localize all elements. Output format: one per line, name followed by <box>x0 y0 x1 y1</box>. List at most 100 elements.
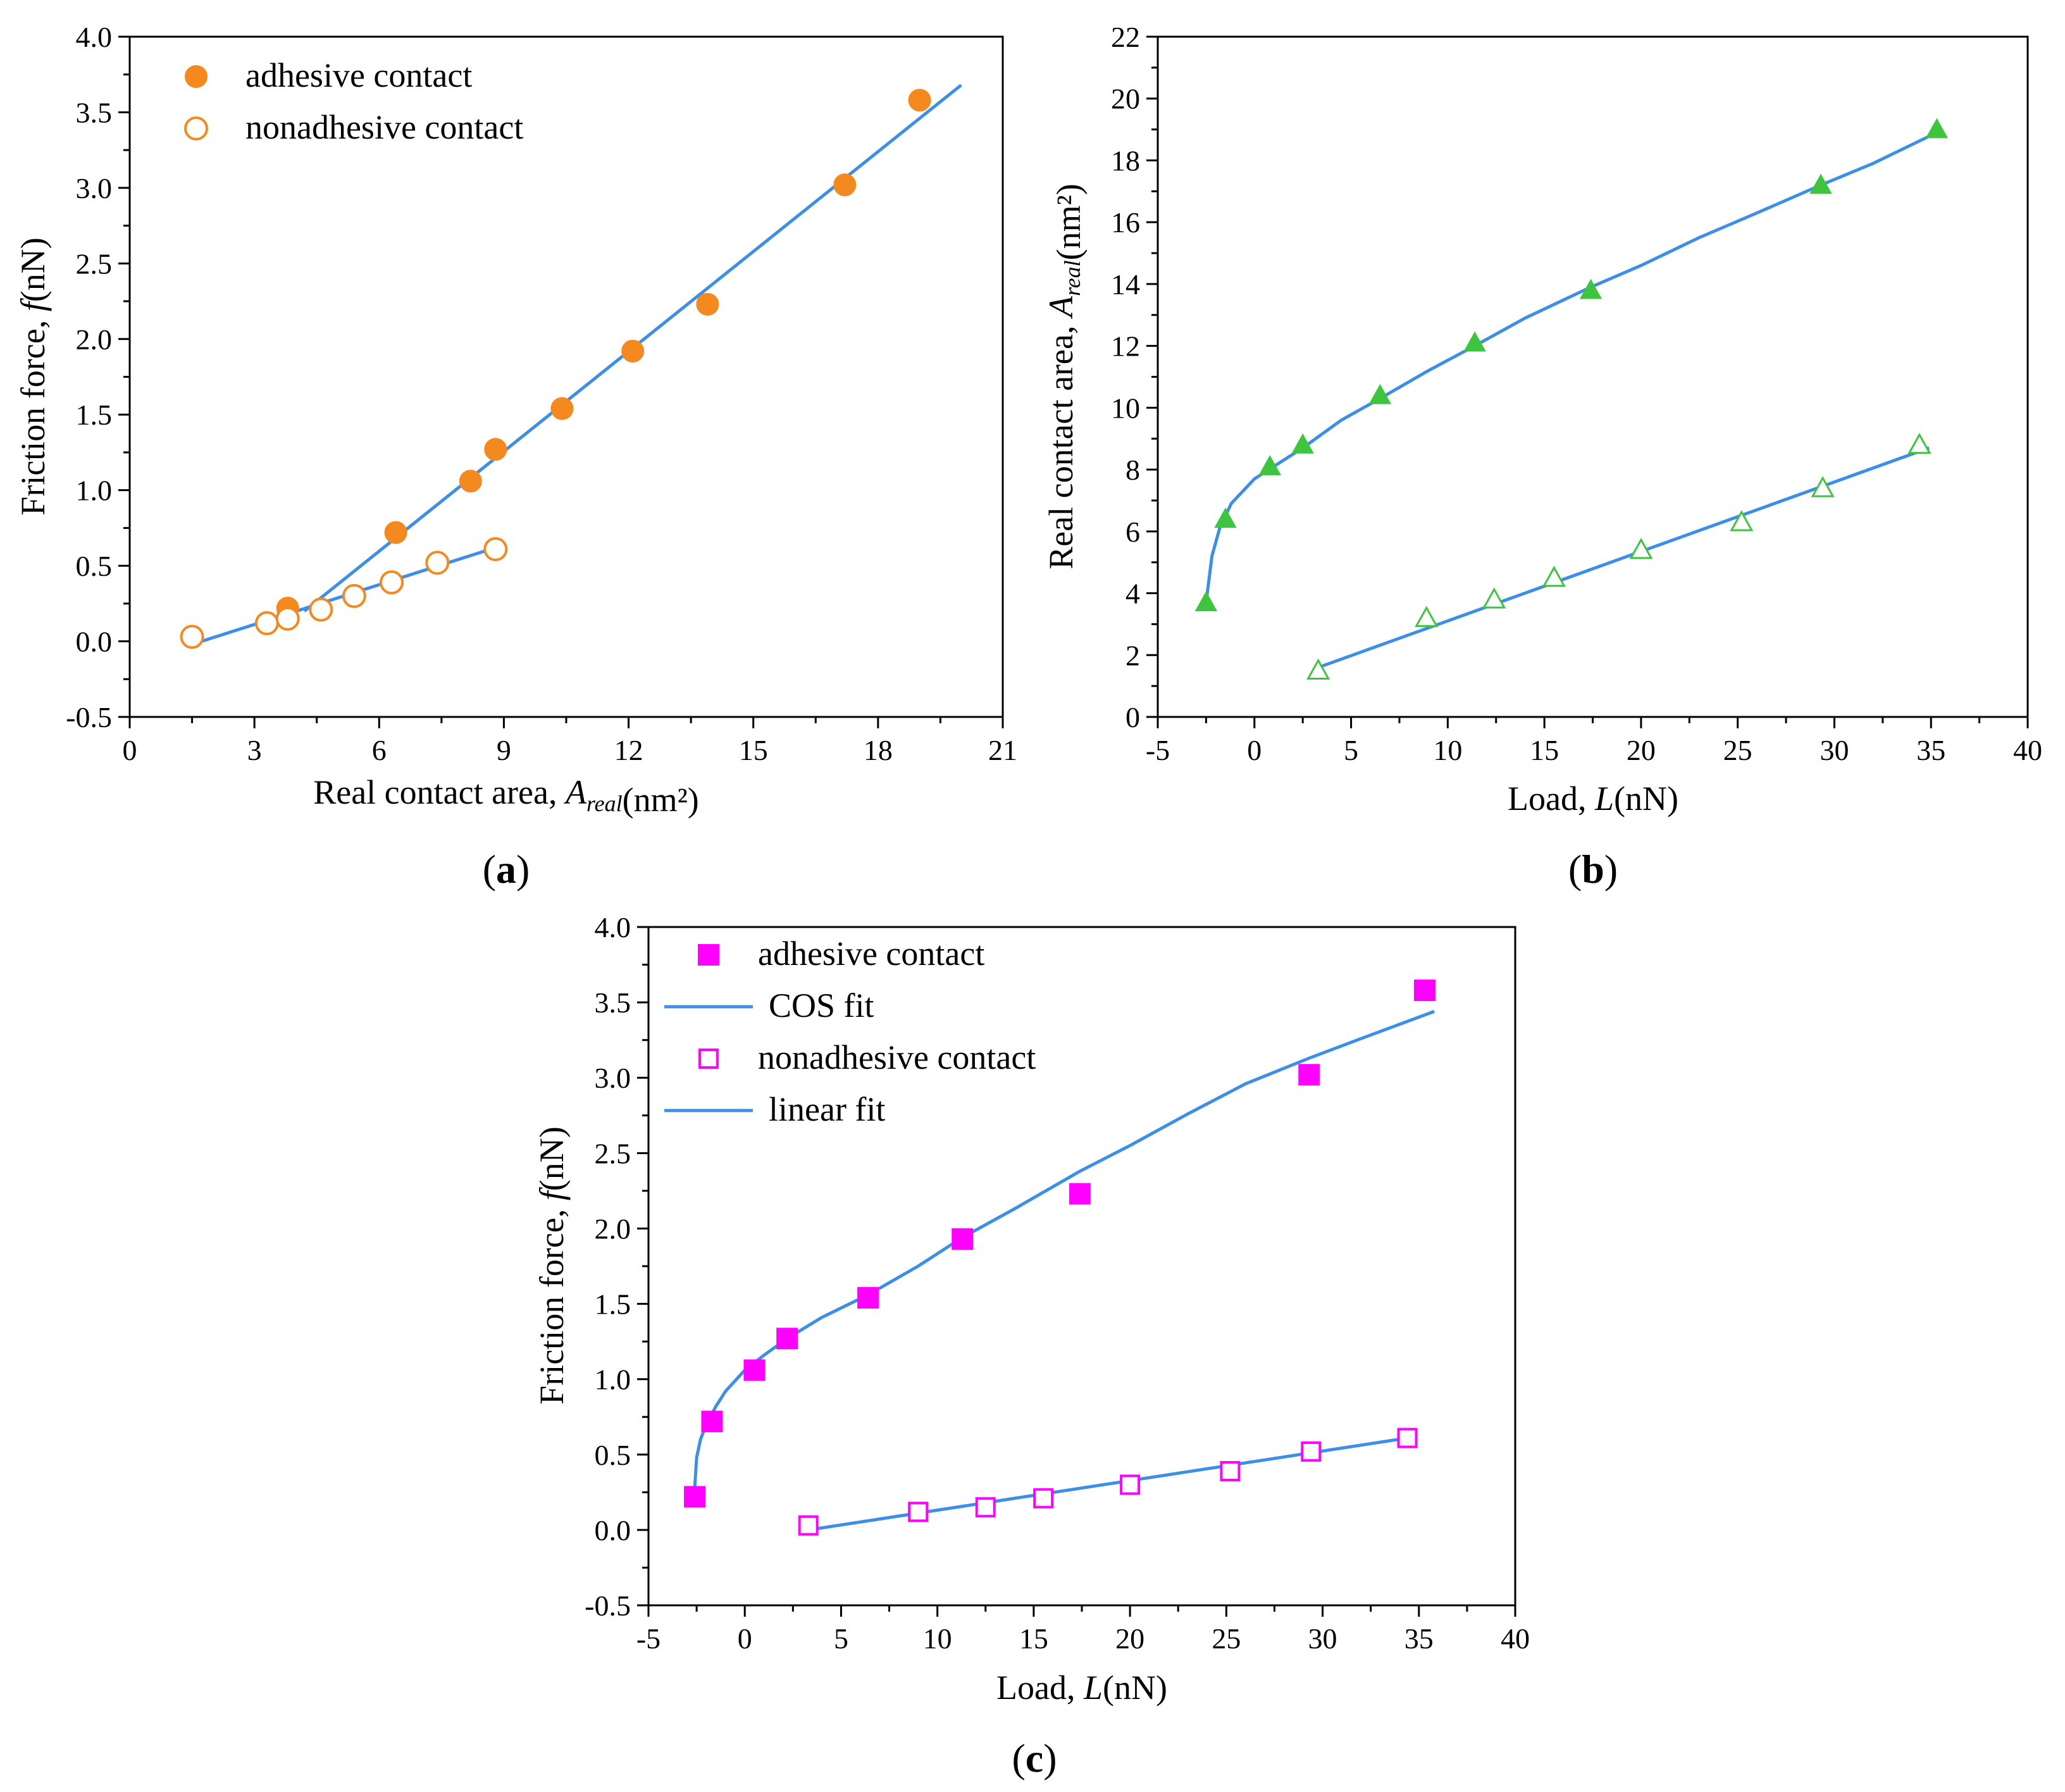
y-tick-label: 4.0 <box>595 911 631 943</box>
x-tick-label: 20 <box>1115 1622 1144 1655</box>
x-tick-label: 3 <box>247 734 262 766</box>
data-point <box>380 570 404 595</box>
data-point <box>952 1228 974 1250</box>
panel-c: -5 0 5 10 15 20 25 30 35 40 -0.5 0.0 0.5 1.0 1.5 2.0 2.5… <box>533 911 1530 1781</box>
x-tick-label: 6 <box>372 734 387 766</box>
data-point <box>1482 587 1506 609</box>
data-point <box>908 1502 929 1522</box>
data-point <box>776 1328 798 1350</box>
x-tick-label: 35 <box>1405 1622 1434 1655</box>
data-point <box>1220 1460 1241 1481</box>
x-tick-label: 5 <box>1344 734 1358 766</box>
fit-line <box>693 1010 1435 1488</box>
y-axis-title: Real contact area, Areal(nm²) <box>1042 184 1088 569</box>
data-point <box>1258 455 1281 476</box>
legend-label: COS fit <box>769 986 874 1024</box>
data-point <box>275 606 300 631</box>
x-tick-label: 40 <box>2013 734 2042 766</box>
x-tick-label: 21 <box>988 734 1017 766</box>
data-point <box>484 438 507 461</box>
data-point <box>342 583 366 608</box>
y-tick-label: 0.0 <box>76 626 113 658</box>
y-tick-label: 2.0 <box>76 323 113 356</box>
data-point <box>1306 658 1330 680</box>
data-point <box>254 611 279 635</box>
panel-b: -5 0 5 10 15 20 25 30 35 400246810121416182022Loa… <box>1042 21 2042 892</box>
y-tick-label: 6 <box>1126 516 1140 548</box>
y-tick-label: 1.0 <box>595 1364 631 1396</box>
data-point <box>1291 433 1314 454</box>
x-tick-label: 12 <box>614 734 643 766</box>
x-tick-label: -5 <box>1146 734 1170 766</box>
y-tick-label: 1.0 <box>76 475 113 507</box>
y-tick-label: -0.5 <box>585 1590 631 1622</box>
x-tick-label: 30 <box>1308 1622 1337 1655</box>
y-tick-label: 3.5 <box>76 96 113 128</box>
y-tick-label: 3.0 <box>595 1062 631 1094</box>
data-point <box>309 597 333 622</box>
data-point <box>1730 510 1754 532</box>
data-point <box>1811 476 1835 497</box>
data-point <box>1214 507 1237 528</box>
x-tick-label: 15 <box>739 734 768 766</box>
data-point <box>459 470 482 493</box>
data-point <box>1298 1064 1320 1086</box>
x-tick-label: 25 <box>1212 1622 1241 1655</box>
x-tick-label: 0 <box>1247 734 1262 766</box>
data-point <box>1809 173 1832 194</box>
y-tick-label: 18 <box>1111 144 1140 177</box>
legend-marker <box>185 65 208 88</box>
data-point <box>743 1359 766 1381</box>
data-point <box>798 1515 819 1536</box>
y-tick-label: 16 <box>1111 206 1140 239</box>
legend-label: adhesive contact <box>245 56 472 94</box>
y-tick-label: 10 <box>1111 392 1140 424</box>
plot-frame <box>1157 35 2029 718</box>
data-point <box>1301 1441 1322 1462</box>
data-point <box>1579 278 1603 299</box>
panel-label: (b) <box>1568 847 1618 892</box>
y-tick-label: 2.5 <box>76 247 113 280</box>
data-point <box>1194 591 1218 612</box>
y-tick-label: 8 <box>1126 454 1140 486</box>
y-tick-label: 20 <box>1111 83 1140 115</box>
x-tick-label: 20 <box>1627 734 1656 766</box>
y-tick-label: 1.5 <box>595 1288 631 1321</box>
data-point <box>684 1486 706 1508</box>
data-point <box>1925 118 1949 139</box>
x-tick-label: -5 <box>636 1622 660 1655</box>
y-tick-label: 2.5 <box>595 1137 631 1169</box>
data-point <box>1542 566 1566 587</box>
fit-line <box>1317 446 1930 669</box>
data-point <box>483 537 508 561</box>
x-tick-label: 25 <box>1723 734 1752 766</box>
data-point <box>621 339 645 363</box>
y-tick-label: 3.5 <box>595 986 631 1019</box>
data-point <box>384 521 407 544</box>
legend-label: nonadhesive contact <box>758 1038 1036 1076</box>
x-tick-label: 30 <box>1820 734 1849 766</box>
y-tick-label: 1.5 <box>76 399 113 431</box>
fit-line <box>1204 131 1938 603</box>
data-point <box>550 397 574 420</box>
data-point <box>857 1287 879 1309</box>
data-point <box>833 173 857 197</box>
data-point <box>1069 1183 1091 1205</box>
y-tick-label: 12 <box>1111 330 1140 363</box>
legend-label: adhesive contact <box>758 935 984 973</box>
y-tick-label: 4 <box>1126 578 1140 610</box>
x-axis-title: Load, L(nN) <box>1508 780 1678 818</box>
data-point <box>180 625 204 649</box>
x-tick-label: 0 <box>738 1622 752 1655</box>
x-tick-label: 18 <box>864 734 893 766</box>
data-point <box>701 1410 723 1433</box>
data-point <box>696 292 719 316</box>
data-point <box>1463 331 1486 352</box>
data-point <box>425 551 450 575</box>
data-point <box>1397 1428 1418 1448</box>
x-tick-label: 15 <box>1019 1622 1048 1655</box>
x-tick-label: 10 <box>1433 734 1462 766</box>
panel-a: 0 3 6 9 12 15 18 21 -0.5 0.0 0.5 1.0 1.5 2.0 2.5 3.0 3.5… <box>14 21 1017 892</box>
y-tick-label: 22 <box>1111 21 1140 53</box>
